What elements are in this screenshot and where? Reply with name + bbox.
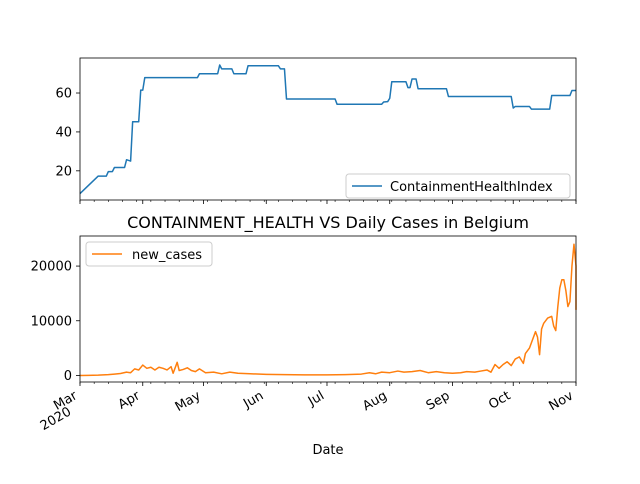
y-tick-label: 0 [64,369,72,384]
bottom-subplot-frame [79,235,577,383]
top-legend-label: ContainmentHealthIndex [390,180,553,195]
series-line-containmenthealthindex [79,64,576,195]
series-line-new-cases [79,243,577,377]
y-tick-label: 20 [55,164,72,179]
bottom-legend-label: new_cases [132,248,202,263]
top-legend[interactable]: ContainmentHealthIndex [345,173,571,199]
x-tick-label: Jul [305,388,327,409]
y-tick-label: 60 [55,87,72,102]
y-tick-label: 20000 [31,260,72,275]
y-tick-label: 10000 [31,314,72,329]
chart-title: CONTAINMENT_HEALTH VS Daily Cases in Bel… [127,213,529,233]
x-axis-label: Date [312,443,343,458]
bottom-legend[interactable]: new_cases [85,241,213,267]
y-tick-label: 40 [55,125,72,140]
top-subplot: 20 40 60 ContainmentHealthIndex [55,57,577,204]
top-subplot-frame [79,57,577,201]
top-legend-box [345,173,571,199]
bottom-legend-box [85,241,213,267]
